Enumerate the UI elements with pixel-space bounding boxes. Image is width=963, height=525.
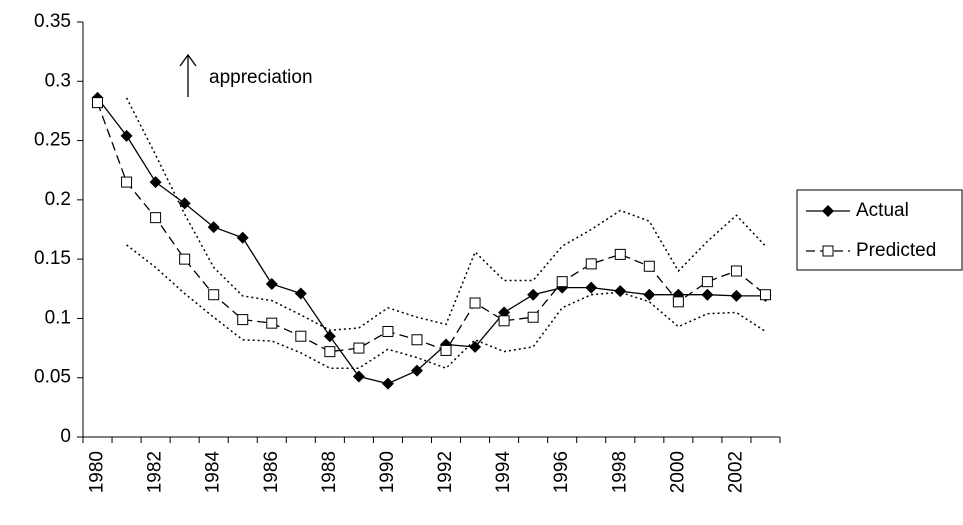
data-point: [614, 285, 627, 298]
y-tick-label: 0.2: [45, 189, 71, 210]
data-point: [759, 289, 771, 301]
data-point: [150, 212, 162, 224]
x-tick-label: 1982: [145, 451, 166, 493]
legend-marker: [822, 245, 834, 257]
x-tick-label: 1992: [435, 451, 456, 493]
data-point: [381, 377, 394, 390]
x-tick-label: 1996: [551, 451, 572, 493]
data-point: [730, 289, 743, 302]
data-point: [440, 344, 452, 356]
data-point: [92, 97, 104, 109]
y-tick-label: 0.3: [45, 70, 71, 91]
data-point: [353, 342, 365, 354]
x-tick-label: 1988: [319, 451, 340, 493]
data-point: [382, 325, 394, 337]
data-point: [585, 258, 597, 270]
legend-box: [796, 189, 963, 271]
data-point: [701, 288, 714, 301]
x-tick-label: 1990: [377, 451, 398, 493]
y-tick-label: 0.1: [45, 307, 71, 328]
data-point: [266, 317, 278, 329]
data-point: [324, 346, 336, 358]
data-point: [614, 248, 626, 260]
data-point: [265, 278, 278, 291]
annotation: appreciation: [209, 67, 313, 88]
data-point: [556, 276, 568, 288]
data-point: [643, 288, 656, 301]
data-point: [179, 253, 191, 265]
data-point: [295, 330, 307, 342]
data-point: [469, 340, 482, 353]
legend-label: Predicted: [856, 240, 936, 261]
data-point: [208, 289, 220, 301]
data-point: [498, 315, 510, 327]
x-tick-label: 1994: [493, 451, 514, 494]
x-tick-label: 1984: [203, 451, 224, 494]
annotation-arrow-head: [179, 53, 197, 67]
data-point: [411, 334, 423, 346]
data-point: [410, 364, 423, 377]
series-line: [96, 102, 766, 353]
data-point: [672, 296, 684, 308]
series-line: [96, 97, 766, 385]
x-tick-label: 2000: [667, 451, 688, 493]
y-tick-label: 0.05: [34, 367, 71, 388]
data-point: [352, 370, 365, 383]
data-point: [469, 297, 481, 309]
data-point: [207, 221, 220, 234]
data-point: [237, 314, 249, 326]
data-point: [236, 231, 249, 244]
y-tick-label: 0: [60, 426, 71, 447]
y-tick-label: 0.15: [34, 248, 71, 269]
x-tick-label: 2002: [725, 451, 746, 493]
data-point: [527, 311, 539, 323]
data-point: [323, 330, 336, 343]
data-point: [121, 176, 133, 188]
legend-marker: [822, 205, 834, 217]
legend-label: Actual: [856, 200, 909, 221]
data-point: [701, 276, 713, 288]
y-tick-label: 0.25: [34, 130, 71, 151]
data-point: [294, 287, 307, 300]
data-point: [120, 129, 133, 142]
data-point: [643, 260, 655, 272]
data-point: [585, 281, 598, 294]
x-tick-label: 1980: [87, 451, 108, 493]
x-tick-label: 1986: [261, 451, 282, 493]
data-point: [730, 265, 742, 277]
data-point: [149, 176, 162, 189]
series-line: [125, 97, 767, 332]
x-tick-label: 1998: [609, 451, 630, 493]
data-point: [527, 288, 540, 301]
y-tick-label: 0.35: [34, 11, 71, 32]
